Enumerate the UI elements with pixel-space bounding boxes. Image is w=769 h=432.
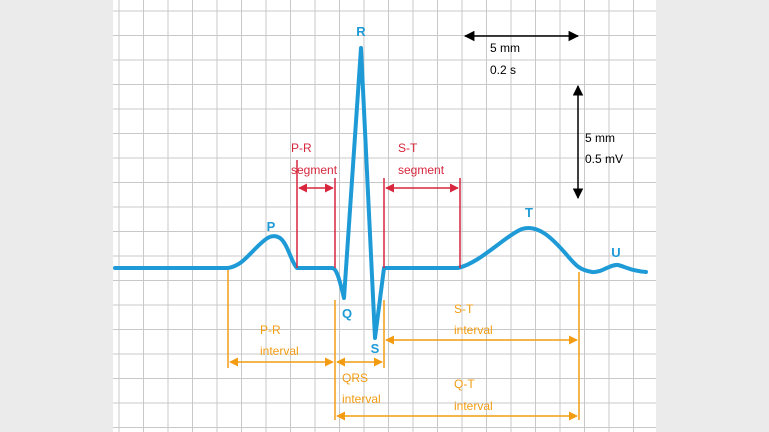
qt-interval-label-line2: interval (454, 399, 493, 413)
st-interval-label-line2: interval (454, 323, 493, 337)
wave-label-q: Q (342, 306, 352, 321)
st-segment-marker (383, 178, 461, 268)
pr-segment-marker (296, 160, 336, 268)
vertical-scale-label-line2: 0.5 mV (585, 152, 623, 166)
qt-interval-label-line1: Q-T (454, 377, 475, 391)
wave-label-u: U (611, 245, 620, 260)
st-segment-label-line1: S-T (398, 141, 418, 155)
pr-segment-label-line1: P-R (291, 141, 312, 155)
pr-interval-label-line1: P-R (260, 323, 281, 337)
st-segment-label-line2: segment (398, 163, 445, 177)
st-interval-label-line1: S-T (454, 302, 474, 316)
vertical-scale-label-line1: 5 mm (585, 131, 615, 145)
horizontal-scale-label-line2: 0.2 s (490, 63, 516, 77)
horizontal-scale-label-line1: 5 mm (490, 41, 520, 55)
pr-segment-label-line2: segment (291, 163, 338, 177)
wave-label-r: R (356, 24, 366, 39)
wave-label-s: S (371, 341, 380, 356)
ecg-waveform (113, 46, 648, 340)
qrs-interval-label-line2: interval (342, 392, 381, 406)
wave-label-p: P (267, 219, 276, 234)
wave-label-t: T (525, 205, 533, 220)
pr-interval-label-line2: interval (260, 344, 299, 358)
qrs-interval-label-line1: QRS (342, 371, 368, 385)
interval-guides (227, 270, 580, 420)
